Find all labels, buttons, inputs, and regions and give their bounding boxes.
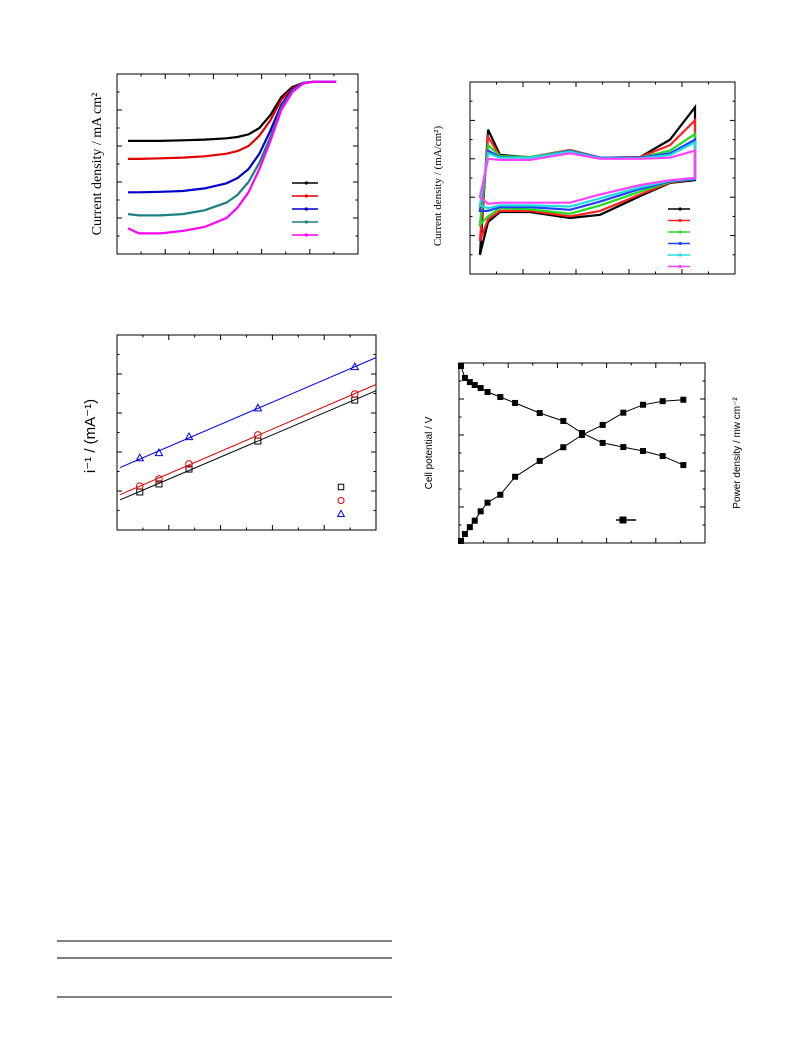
marker [135,482,144,490]
marker [466,379,473,386]
marker [560,444,567,451]
marker [461,374,468,381]
data-line [478,149,697,205]
marker [536,410,543,417]
legend-marker [304,194,308,198]
marker [336,509,346,517]
marker [497,394,504,401]
marker [620,444,627,451]
marker [512,399,519,406]
legend-marker [678,241,682,246]
legend-marker [304,233,308,237]
legend-marker [304,181,308,185]
marker [184,431,194,441]
data-line [460,399,684,542]
marker [154,448,164,457]
marker [640,448,647,455]
marker [350,390,359,398]
marker [471,381,478,388]
marker [461,531,468,537]
marker [599,439,606,446]
marker [680,396,687,403]
marker [477,508,484,515]
marker [155,480,163,488]
legend-marker [678,253,682,257]
y-axis-label: Current density / mA cm² [90,93,105,236]
y-axis-label: Cell potential / V [424,416,435,489]
marker [619,516,627,524]
legend-marker [678,230,682,234]
marker [497,491,504,498]
fit-line [119,390,377,501]
marker [471,517,478,524]
marker [457,537,464,544]
marker [484,499,491,506]
data-line [127,80,337,235]
legend-marker [678,218,682,223]
y-axis-label: i⁻¹ / (mA⁻¹) [82,399,99,473]
fit-line [119,357,377,469]
legend-marker [304,207,308,211]
marker [135,453,145,462]
marker [337,496,345,505]
legend-marker [678,207,682,211]
marker [466,524,473,531]
fit-line [119,384,377,496]
marker [680,462,687,469]
legend-marker [304,220,308,224]
marker [560,417,567,424]
y2-axis-label: Power density / mw cm⁻² [732,397,743,509]
marker [640,401,647,408]
marker [484,388,491,395]
marker [512,473,519,480]
marker [337,483,345,491]
legend-marker [678,264,682,269]
marker [620,409,627,416]
marker [254,431,262,439]
marker [659,453,666,460]
y-axis-label: Current density / (mA/cm²) [432,126,444,247]
marker [477,385,484,392]
marker [659,398,666,405]
marker [579,432,585,438]
marker [599,421,606,428]
marker [457,363,464,370]
marker [536,457,543,464]
